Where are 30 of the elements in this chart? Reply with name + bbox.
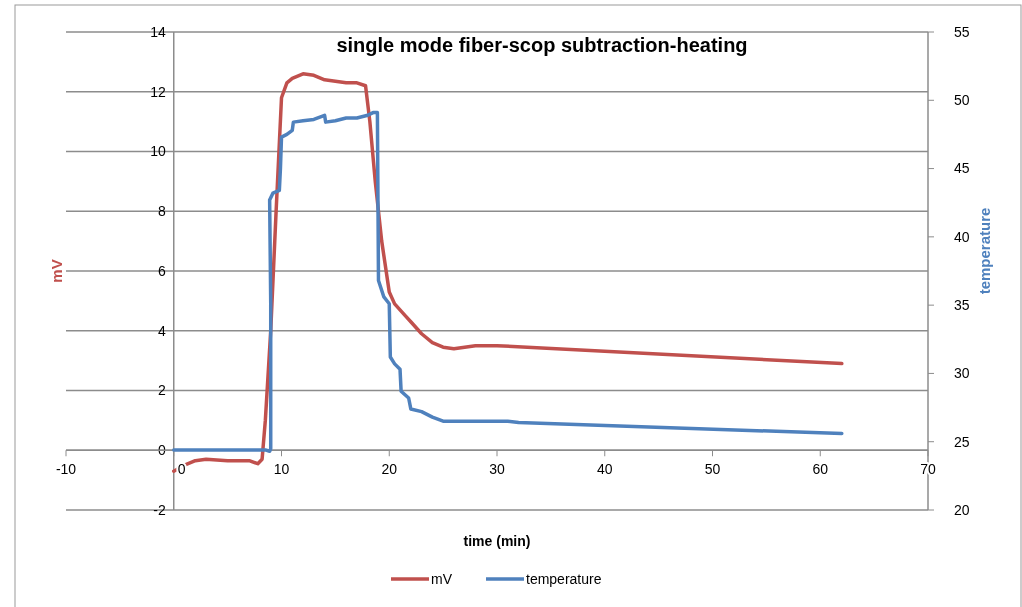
y2-tick-label: 30 bbox=[954, 365, 970, 382]
y-tick-label: -2 bbox=[153, 501, 166, 518]
y-tick-label: 14 bbox=[150, 23, 166, 40]
y-tick-label: 10 bbox=[150, 143, 166, 160]
y2-tick-label: 50 bbox=[954, 92, 970, 109]
x-tick-label: 20 bbox=[381, 461, 398, 478]
y2-tick-label: 40 bbox=[954, 228, 970, 245]
y2-tick-label: 55 bbox=[954, 23, 970, 40]
x-tick-label: 50 bbox=[704, 461, 721, 478]
y-tick-label: 8 bbox=[157, 203, 166, 220]
x-axis-title: time (min) bbox=[463, 533, 531, 549]
y-tick-label: 4 bbox=[157, 322, 166, 339]
x-tick-label: 10 bbox=[273, 461, 290, 478]
x-tick-label: 60 bbox=[812, 461, 829, 478]
x-tick-label: -10 bbox=[55, 461, 77, 478]
x-tick-label: 70 bbox=[920, 461, 936, 478]
y2-tick-label: 25 bbox=[954, 433, 970, 450]
y2-tick-label: 45 bbox=[954, 160, 970, 177]
y-tick-label: 6 bbox=[157, 262, 166, 279]
y2-axis-title: temperature bbox=[976, 207, 993, 295]
chart-title: single mode fiber-scop subtraction-heating bbox=[336, 34, 748, 56]
x-tick-label: 30 bbox=[489, 461, 505, 478]
legend-label: temperature bbox=[526, 570, 602, 587]
y-tick-label: 2 bbox=[157, 382, 166, 399]
y2-tick-label: 20 bbox=[954, 501, 970, 518]
y-tick-label: 12 bbox=[150, 83, 166, 100]
y2-tick-label: 35 bbox=[954, 297, 970, 314]
x-tick-label: 40 bbox=[596, 461, 613, 478]
y-axis-title: mV bbox=[48, 259, 65, 283]
legend-label: mV bbox=[431, 570, 453, 587]
